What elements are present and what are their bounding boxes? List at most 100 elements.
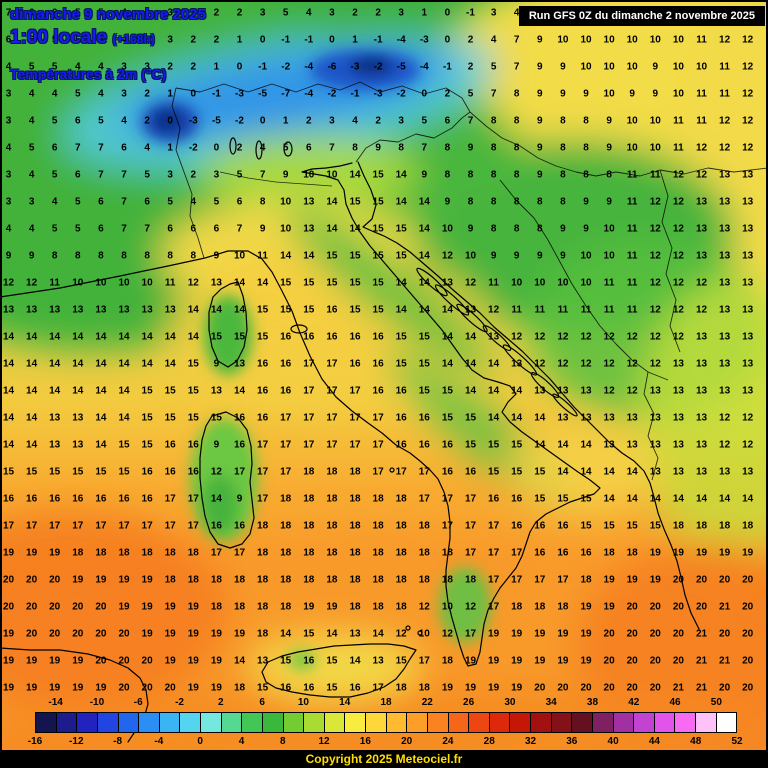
temp-value: 8 (75, 250, 81, 262)
temp-value: 13 (303, 196, 315, 208)
temp-value: 7 (236, 223, 243, 235)
temp-value: 7 (513, 61, 520, 73)
temp-value: 12 (649, 304, 661, 316)
temp-value: 14 (464, 385, 477, 397)
temp-value: 15 (141, 385, 153, 397)
temp-value: 16 (233, 520, 246, 532)
temp-value: 18 (395, 520, 407, 532)
temp-value: -4 (419, 61, 429, 73)
temp-value: 17 (303, 439, 315, 451)
temp-value: 17 (72, 520, 84, 532)
temp-value: 17 (488, 601, 500, 613)
temp-value: 11 (696, 34, 707, 46)
temp-value: 1 (167, 88, 173, 100)
temp-value: 16 (233, 439, 246, 451)
temp-value: 18 (626, 547, 638, 559)
temp-value: 11 (673, 115, 684, 127)
temp-value: 8 (560, 115, 566, 127)
temp-value: 17 (187, 493, 199, 505)
temp-value: 14 (395, 277, 407, 289)
temp-value: 18 (72, 547, 84, 559)
temp-value: 14 (187, 304, 199, 316)
temp-value: 9 (537, 34, 543, 46)
temp-value: 12 (649, 223, 661, 235)
temp-value: 14 (395, 196, 407, 208)
temp-value: 5 (51, 115, 58, 127)
temp-value: 3 (490, 7, 497, 19)
temp-value: 14 (233, 385, 246, 397)
temp-value: 17 (372, 466, 384, 478)
temp-value: 12 (672, 169, 684, 181)
temp-value: 13 (580, 412, 592, 424)
temp-value: 18 (280, 493, 292, 505)
temp-value: 17 (95, 520, 107, 532)
temp-value: 3 (5, 115, 12, 127)
temp-value: 16 (257, 412, 269, 424)
temp-value: 11 (696, 115, 707, 127)
temp-value: 13 (742, 358, 754, 370)
temp-value: 14 (418, 223, 430, 235)
temp-value: 15 (303, 304, 315, 316)
temp-value: 16 (441, 466, 453, 478)
temp-value: 18 (464, 574, 477, 586)
temp-value: 18 (233, 574, 246, 586)
temp-value: -4 (396, 34, 406, 46)
temp-value: 18 (326, 493, 338, 505)
temp-value: 9 (583, 196, 589, 208)
temp-value: 4 (51, 88, 58, 100)
temp-value: 11 (626, 196, 638, 208)
temp-value: 14 (441, 358, 453, 370)
temp-value: -2 (396, 88, 406, 100)
temp-value: 12 (603, 358, 615, 370)
temp-value: 12 (418, 601, 430, 613)
temp-value: 19 (488, 655, 500, 667)
temp-value: 13 (580, 385, 592, 397)
temp-value: 9 (28, 250, 35, 262)
temp-value: 14 (441, 331, 453, 343)
temp-value: 18 (95, 547, 107, 559)
temp-value: 15 (326, 250, 338, 262)
temp-value: 9 (606, 196, 612, 208)
temp-value: 10 (511, 277, 523, 289)
temp-value: 5 (51, 34, 58, 46)
temp-value: 10 (672, 61, 684, 73)
temp-value: 1 (213, 61, 220, 73)
temp-value: 8 (513, 169, 520, 181)
temp-value: 13 (719, 277, 731, 289)
temp-value: 12 (695, 304, 708, 316)
temp-value: 13 (603, 439, 615, 451)
temp-value: 12 (395, 628, 407, 640)
temp-value: 13 (210, 385, 222, 397)
temp-value: 14 (141, 358, 153, 370)
temp-value: 13 (49, 412, 61, 424)
temp-value: 20 (695, 601, 708, 613)
temp-value: 14 (95, 439, 107, 451)
temp-value: 14 (72, 385, 84, 397)
temp-value: 14 (349, 223, 361, 235)
temp-value: 18 (326, 547, 338, 559)
temp-value: 17 (464, 520, 477, 532)
temp-value: -4 (304, 61, 314, 73)
temp-value: 9 (513, 250, 520, 262)
temp-value: 11 (650, 169, 661, 181)
temp-value: 14 (95, 412, 107, 424)
temp-value: 11 (696, 88, 707, 100)
temp-value: 14 (672, 493, 684, 505)
temp-value: 15 (603, 520, 615, 532)
temp-value: 15 (280, 277, 292, 289)
temp-value: 14 (303, 250, 315, 262)
temp-value: 5 (213, 196, 220, 208)
temp-value: 12 (464, 277, 477, 289)
temp-value: -2 (235, 115, 244, 127)
temp-value: 14 (719, 493, 731, 505)
temp-value: 15 (418, 358, 430, 370)
temp-value: 10 (557, 277, 569, 289)
temp-value: 12 (672, 250, 684, 262)
temp-value: 18 (441, 655, 453, 667)
temp-value: 16 (303, 331, 315, 343)
temp-value: 15 (349, 304, 361, 316)
temp-value: 19 (72, 655, 84, 667)
temp-value: 10 (603, 61, 615, 73)
temp-value: 10 (326, 169, 338, 181)
temp-value: 16 (257, 358, 269, 370)
